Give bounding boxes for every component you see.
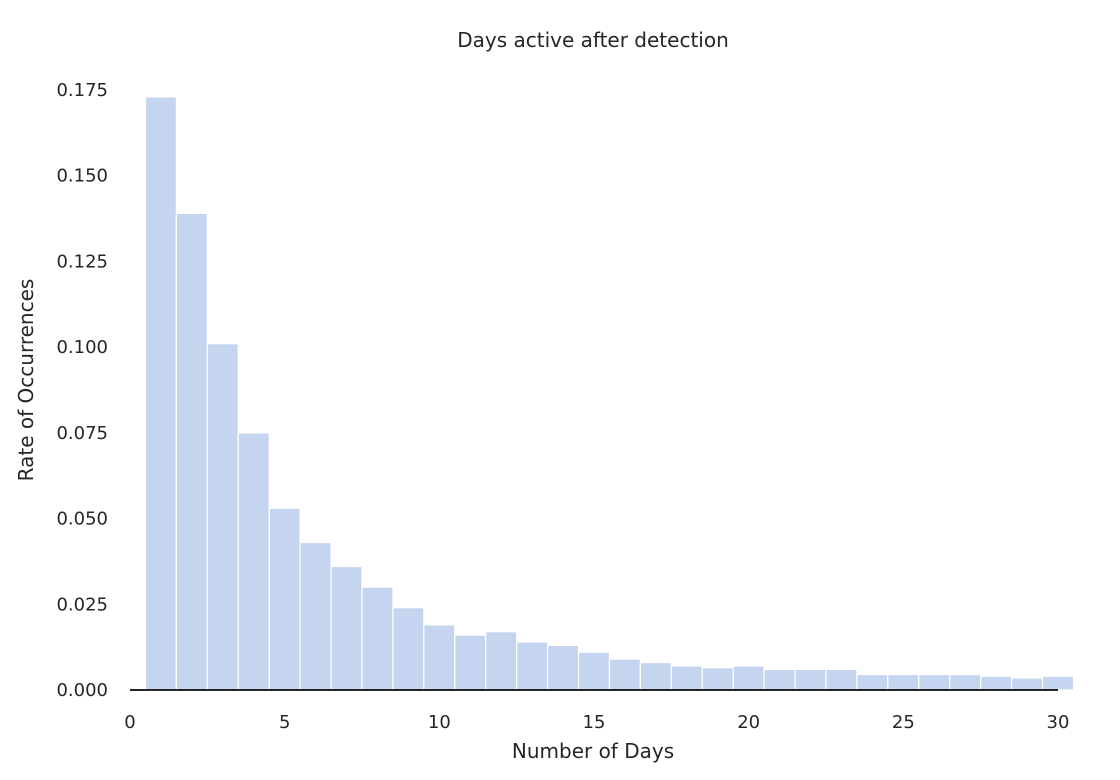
y-tick-label: 0.075 [56, 423, 108, 444]
histogram-bar [206, 343, 239, 691]
histogram-bar [144, 96, 177, 691]
histogram-bar [887, 673, 920, 691]
x-tick-label: 20 [737, 712, 760, 733]
histogram-bar [1010, 677, 1044, 691]
histogram-bar [546, 644, 580, 691]
histogram-bar [856, 673, 889, 691]
histogram-bar [825, 668, 858, 691]
x-tick-label: 25 [892, 712, 915, 733]
histogram-bar [299, 541, 332, 691]
histogram-bar [485, 631, 518, 691]
y-tick-label: 0.100 [56, 337, 108, 358]
histogram-bar [392, 607, 425, 691]
histogram-bar [763, 668, 796, 691]
histogram-bar [701, 667, 734, 691]
y-tick-labels: 0.000 0.025 0.050 0.075 0.100 0.125 0.150 0.175 [56, 80, 108, 701]
histogram-bar [639, 661, 672, 691]
histogram-bar [237, 432, 270, 691]
histogram-bar [670, 665, 703, 691]
histogram-bar [454, 634, 487, 691]
y-tick-label: 0.050 [56, 509, 108, 530]
histogram-bar [330, 565, 363, 691]
histogram-bar [732, 665, 765, 691]
y-tick-label: 0.025 [56, 594, 108, 615]
x-tick-labels: 0 5 10 15 20 25 30 [124, 712, 1069, 733]
x-tick-label: 15 [583, 712, 606, 733]
x-axis-label: Number of Days [512, 739, 674, 763]
y-axis-label: Rate of Occurrences [14, 279, 38, 482]
y-tick-label: 0.175 [56, 80, 108, 101]
chart-title: Days active after detection [457, 28, 729, 52]
histogram-bar [980, 675, 1013, 691]
x-tick-label: 5 [279, 712, 290, 733]
histogram-bar [1041, 675, 1075, 691]
histogram-bar [361, 586, 394, 691]
y-tick-label: 0.000 [56, 680, 108, 701]
y-tick-label: 0.125 [56, 251, 108, 272]
histogram-bar [608, 658, 642, 691]
x-tick-label: 10 [428, 712, 451, 733]
x-tick-label: 30 [1047, 712, 1070, 733]
x-tick-label: 0 [124, 712, 135, 733]
histogram-bar [918, 673, 951, 691]
histogram-bar [949, 673, 982, 691]
histogram-bar [794, 668, 827, 691]
histogram-bar [268, 507, 301, 691]
y-tick-label: 0.150 [56, 166, 108, 187]
bars-group [144, 96, 1075, 691]
histogram-bar [423, 624, 456, 691]
histogram-bar [175, 212, 208, 691]
histogram-bar [516, 641, 549, 691]
histogram-bar [577, 651, 611, 691]
